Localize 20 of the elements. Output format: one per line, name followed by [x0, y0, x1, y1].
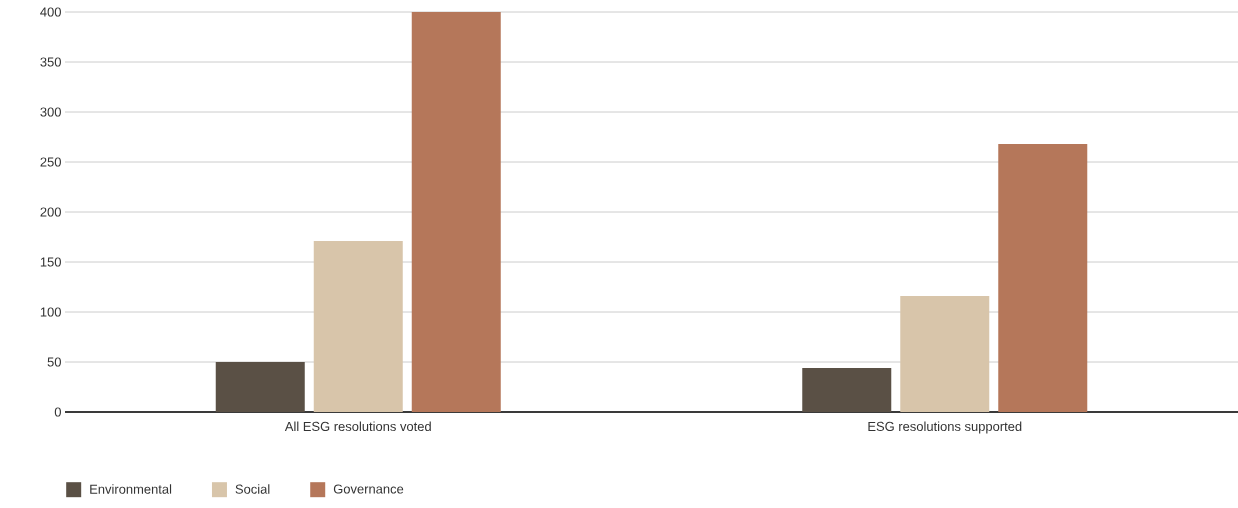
y-tick-label: 300 [40, 107, 61, 117]
y-tick-label: 350 [40, 57, 61, 67]
y-tick-label: 150 [40, 257, 61, 267]
x-tick-label: ESG resolutions supported [868, 421, 1022, 434]
bar [900, 296, 990, 412]
y-tick-label: 250 [40, 157, 61, 167]
legend-label: Social [235, 484, 270, 494]
y-tick-label: 50 [47, 357, 61, 367]
y-tick-label: 400 [40, 7, 61, 17]
bar [215, 362, 305, 412]
bar [802, 368, 892, 412]
bar [411, 12, 501, 412]
bar [313, 241, 403, 412]
x-tick-label: All ESG resolutions voted [284, 421, 431, 432]
legend-label: Governance [333, 484, 404, 494]
bar [998, 144, 1088, 412]
y-tick-label: 200 [40, 207, 61, 217]
y-tick-label: 100 [40, 307, 61, 317]
y-tick-label: 0 [54, 407, 61, 417]
legend-label: Environmental [90, 484, 172, 494]
